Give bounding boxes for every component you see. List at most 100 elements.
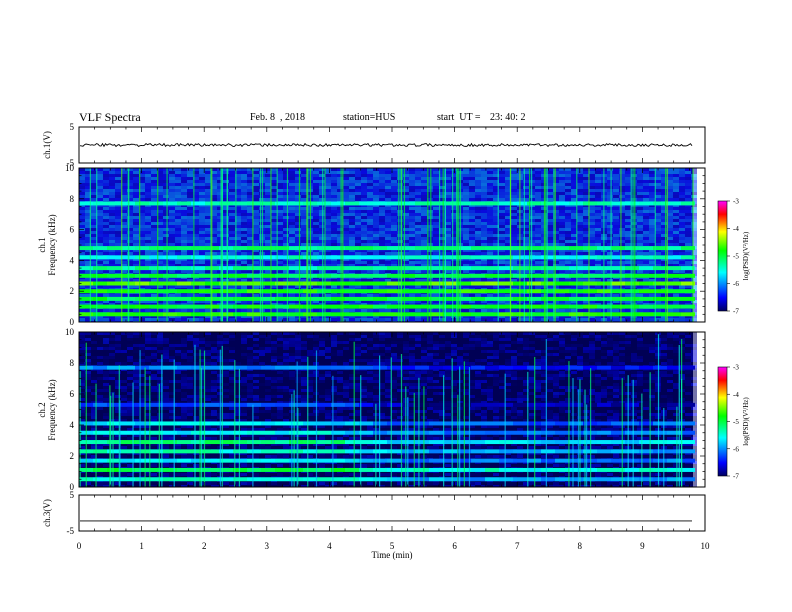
spectrogram-cell	[427, 210, 433, 213]
spectrogram-cell	[631, 309, 637, 312]
spectrogram-cell	[655, 183, 661, 186]
spectrogram-cell	[391, 219, 397, 222]
spectrogram-cell	[403, 219, 409, 222]
spectrogram-cell	[289, 285, 295, 288]
spectrogram-cell	[187, 258, 193, 261]
spectrogram-cell	[97, 309, 103, 312]
spectrogram-cell	[499, 219, 505, 222]
spectrogram-cell	[295, 225, 301, 228]
spectrogram-cell	[565, 198, 571, 201]
spectrogram-cell	[325, 258, 331, 261]
spectrogram-cell	[109, 237, 115, 240]
spectrogram-cell	[193, 309, 199, 312]
spectrogram-cell	[571, 216, 577, 219]
spectrogram-cell	[433, 228, 439, 231]
spectrogram-cell	[175, 258, 181, 261]
spectrogram-cell	[235, 258, 241, 261]
spectrogram-cell	[637, 204, 643, 207]
spectrogram-cell	[403, 171, 409, 174]
spectrogram-cell	[337, 309, 343, 312]
spectrogram-cell	[637, 198, 643, 201]
spectrogram-cell	[271, 285, 277, 288]
spectrogram-cell	[535, 237, 541, 240]
spectrogram-cell	[571, 300, 577, 303]
spectrogram-cell	[589, 294, 595, 297]
spectrogram-cell	[223, 231, 229, 234]
spectrogram-cell	[247, 192, 253, 195]
spectrogram-cell	[235, 300, 241, 303]
spectrogram-cell	[415, 195, 421, 198]
spectrogram-cell	[271, 294, 277, 297]
spectrogram-cell	[409, 177, 415, 180]
spectrogram-cell	[631, 198, 637, 201]
spectrogram-cell	[409, 213, 415, 216]
spectrogram-cell	[157, 252, 163, 255]
spectrogram-cell	[427, 177, 433, 180]
spectrogram-cell	[553, 303, 559, 306]
spectrogram-cell	[349, 228, 355, 231]
spectrogram-cell	[181, 303, 187, 306]
spectrogram-cell	[487, 213, 493, 216]
spectrogram-cell	[253, 303, 259, 306]
spectrogram-cell	[397, 264, 403, 267]
spectrogram-cell	[349, 180, 355, 183]
spectrogram-cell	[637, 183, 643, 186]
spectrogram-cell	[325, 249, 331, 252]
spectrogram-cell	[367, 285, 373, 288]
spectrogram-cell	[451, 198, 457, 201]
spectrogram-cell	[247, 285, 253, 288]
spectrogram-cell	[121, 261, 127, 264]
spectrogram-cell	[115, 216, 121, 219]
spectrogram-cell	[595, 174, 601, 177]
spectrogram-cell	[211, 279, 217, 282]
spectrogram-cell	[217, 258, 223, 261]
spectrogram-cell	[619, 174, 625, 177]
spectrogram-cell	[157, 216, 163, 219]
spectrogram-cell	[289, 213, 295, 216]
spectrogram-cell	[367, 189, 373, 192]
spectrogram-cell	[421, 219, 427, 222]
spectrogram-cell	[163, 243, 169, 246]
spectrogram-cell	[217, 204, 223, 207]
spectrogram-cell	[673, 309, 679, 312]
spectrogram-cell	[283, 213, 289, 216]
spectrogram-cell	[445, 177, 451, 180]
spectrogram-cell	[295, 189, 301, 192]
spectrogram-cell	[421, 189, 427, 192]
spectrogram-cell	[337, 180, 343, 183]
spectrogram-cell	[253, 234, 259, 237]
spectrogram-cell	[151, 231, 157, 234]
spectrogram-cell	[481, 294, 487, 297]
spectrogram-cell	[217, 207, 223, 210]
spectrogram-cell	[181, 294, 187, 297]
spectrogram-cell	[571, 207, 577, 210]
spectrogram-cell	[157, 207, 163, 210]
spectrogram-cell	[175, 198, 181, 201]
spectrogram-cell	[409, 237, 415, 240]
spectrogram-cell	[169, 204, 175, 207]
spectrogram-cell	[325, 279, 331, 282]
spectrogram-cell	[121, 225, 127, 228]
spectrogram-cell	[511, 180, 517, 183]
spectrogram-cell	[241, 207, 247, 210]
spectrogram-cell	[499, 240, 505, 243]
spectrogram-cell	[127, 216, 133, 219]
spectrogram-cell	[373, 243, 379, 246]
spectrogram-cell	[607, 279, 613, 282]
spectrogram-cell	[193, 228, 199, 231]
spectrogram-cell	[415, 231, 421, 234]
spectrogram-cell	[253, 309, 259, 312]
spectrogram-cell	[427, 231, 433, 234]
spectrogram-cell	[481, 237, 487, 240]
spectrogram-cell	[169, 237, 175, 240]
spectrogram-cell	[157, 234, 163, 237]
spectrogram-cell	[451, 240, 457, 243]
spectrogram-cell	[349, 210, 355, 213]
spectrogram-cell	[595, 198, 601, 201]
spectrogram-cell	[523, 294, 529, 297]
spectrogram-cell	[223, 303, 229, 306]
spectrogram-cell	[103, 249, 109, 252]
spectrogram-cell	[163, 252, 169, 255]
spectrogram-cell	[301, 270, 307, 273]
spectrogram-cell	[625, 231, 631, 234]
